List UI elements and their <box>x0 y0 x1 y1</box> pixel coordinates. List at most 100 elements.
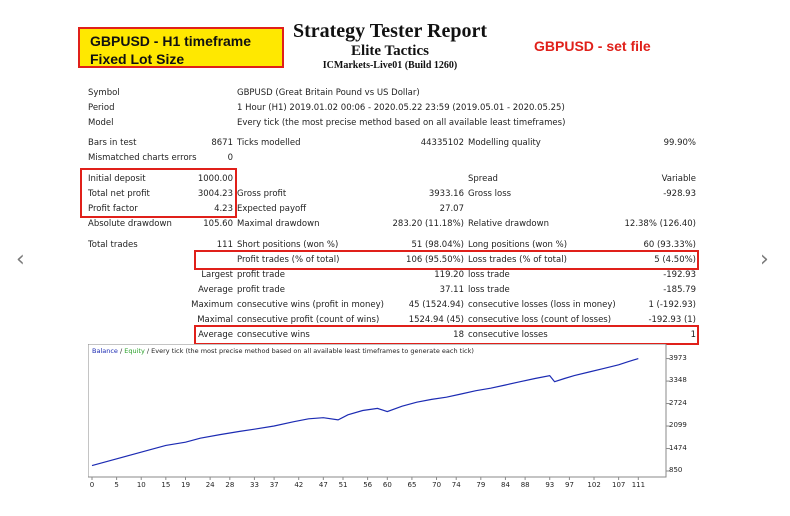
legend-equity: Equity <box>124 347 145 355</box>
average-label: Average <box>198 285 233 295</box>
model-label: Model <box>88 118 114 128</box>
maximal-consec-loss-label: consecutive loss (count of losses) <box>468 315 612 325</box>
profit-factor-label: Profit factor <box>88 204 138 214</box>
average-loss-value: -185.79 <box>663 285 696 295</box>
x-tick-label: 28 <box>225 481 235 489</box>
average-profit-label: profit trade <box>237 285 285 295</box>
profit-factor-value: 4.23 <box>214 204 233 214</box>
symbol-label: Symbol <box>88 88 120 98</box>
chevron-right-icon[interactable]: › <box>760 247 769 272</box>
abs-drawdown-label: Absolute drawdown <box>88 219 172 229</box>
net-profit-value: 3004.23 <box>197 189 233 199</box>
y-tick-label: 3973 <box>669 353 687 362</box>
short-positions-value: 51 (98.04%) <box>411 240 464 250</box>
loss-trades-label: Loss trades (% of total) <box>468 255 567 265</box>
largest-loss-label: loss trade <box>468 270 510 280</box>
profit-trades-value: 106 (95.50%) <box>406 255 464 265</box>
maximal-consec-profit-value: 1524.94 (45) <box>408 315 464 325</box>
long-positions-value: 60 (93.33%) <box>643 240 696 250</box>
max-consec-losses-value: 1 (-192.93) <box>648 300 696 310</box>
trades-highlight-box <box>194 250 699 270</box>
deposit-highlight-box <box>80 168 237 218</box>
timeframe-highlight-box: GBPUSD - H1 timeframe Fixed Lot Size <box>78 27 284 68</box>
x-tick-label: 102 <box>587 481 601 489</box>
largest-profit-value: 119.20 <box>434 270 464 280</box>
bars-label: Bars in test <box>88 138 137 148</box>
total-trades-value: 111 <box>216 240 233 250</box>
x-tick-label: 97 <box>565 481 574 489</box>
lot-size-label: Fixed Lot Size <box>90 51 185 67</box>
deposit-label: Initial deposit <box>88 174 146 184</box>
legend-desc: / Every tick (the most precise method ba… <box>144 347 474 355</box>
chart-legend: Balance / Equity / Every tick (the most … <box>92 347 474 355</box>
legend-sep: / <box>117 347 125 355</box>
short-positions-label: Short positions (won %) <box>237 240 339 250</box>
deposit-value: 1000.00 <box>197 174 233 184</box>
x-tick-label: 70 <box>432 481 442 489</box>
gross-profit-value: 3933.16 <box>428 189 464 199</box>
avg-consec-wins-label: consecutive wins <box>237 330 310 340</box>
rel-drawdown-label: Relative drawdown <box>468 219 549 229</box>
y-tick-label: 850 <box>669 466 683 474</box>
x-tick-label: 19 <box>181 481 191 489</box>
set-file-label: GBPUSD - set file <box>534 38 651 54</box>
x-tick-label: 10 <box>136 481 146 489</box>
x-tick-label: 42 <box>294 481 304 489</box>
mismatch-value: 0 <box>227 153 233 163</box>
period-value: 1 Hour (H1) 2019.01.02 00:06 - 2020.05.2… <box>237 103 565 113</box>
x-tick-label: 37 <box>269 481 279 489</box>
y-tick-label: 2724 <box>669 398 687 407</box>
chart-frame <box>88 344 667 478</box>
x-tick-label: 84 <box>501 481 510 489</box>
rel-drawdown-value: 12.38% (126.40) <box>624 219 697 229</box>
avg-consec-losses-label: consecutive losses <box>468 330 548 340</box>
chart-grid <box>91 358 670 480</box>
abs-drawdown-value: 105.60 <box>203 219 233 229</box>
chevron-left-icon[interactable]: ‹ <box>16 247 25 272</box>
average-profit-value: 37.11 <box>439 285 464 295</box>
report-title: Strategy Tester Report <box>292 20 488 42</box>
y-tick-label: 3348 <box>669 376 687 385</box>
balance-chart <box>88 344 670 480</box>
quality-value: 99.90% <box>663 138 696 148</box>
x-tick-label: 111 <box>631 481 646 489</box>
average2-label: Average <box>198 330 233 340</box>
server-info: ICMarkets-Live01 (Build 1260) <box>322 60 458 71</box>
y-tick-label: 2099 <box>669 421 687 430</box>
period-label: Period <box>88 103 115 113</box>
max-drawdown-label: Maximal drawdown <box>237 219 320 229</box>
total-trades-label: Total trades <box>88 240 138 250</box>
average-loss-label: loss trade <box>468 285 510 295</box>
symbol-value: GBPUSD (Great Britain Pound vs US Dollar… <box>237 88 420 98</box>
gross-profit-label: Gross profit <box>237 189 287 199</box>
bars-value: 8671 <box>211 138 233 148</box>
maximum-label: Maximum <box>191 300 233 310</box>
x-tick-label: 15 <box>161 481 171 489</box>
loss-trades-value: 5 (4.50%) <box>654 255 696 265</box>
largest-label: Largest <box>201 270 233 280</box>
maximal-label: Maximal <box>197 315 233 325</box>
maximal-consec-loss-value: -192.93 (1) <box>648 315 696 325</box>
spread-label: Spread <box>468 174 498 184</box>
ticks-label: Ticks modelled <box>237 138 301 148</box>
x-tick-label: 107 <box>612 481 626 489</box>
quality-label: Modelling quality <box>468 138 541 148</box>
long-positions-label: Long positions (won %) <box>468 240 568 250</box>
gross-loss-value: -928.93 <box>663 189 696 199</box>
x-tick-label: 74 <box>451 481 461 489</box>
spread-value: Variable <box>661 174 696 184</box>
x-tick-label: 93 <box>545 481 555 489</box>
gross-loss-label: Gross loss <box>468 189 512 199</box>
max-drawdown-value: 283.20 (11.18%) <box>392 219 465 229</box>
balance-series-line <box>91 358 639 467</box>
profit-trades-label: Profit trades (% of total) <box>237 255 340 265</box>
ea-name: Elite Tactics <box>351 43 429 59</box>
largest-profit-label: profit trade <box>237 270 285 280</box>
max-consec-losses-label: consecutive losses (loss in money) <box>468 300 616 310</box>
consec-highlight-box <box>194 325 699 345</box>
expected-payoff-label: Expected payoff <box>237 204 307 214</box>
x-tick-label: 51 <box>338 481 348 489</box>
x-tick-label: 60 <box>382 481 392 489</box>
timeframe-label: GBPUSD - H1 timeframe <box>90 33 252 49</box>
report-header: Strategy Tester Report Elite Tactics ICM… <box>290 20 490 72</box>
